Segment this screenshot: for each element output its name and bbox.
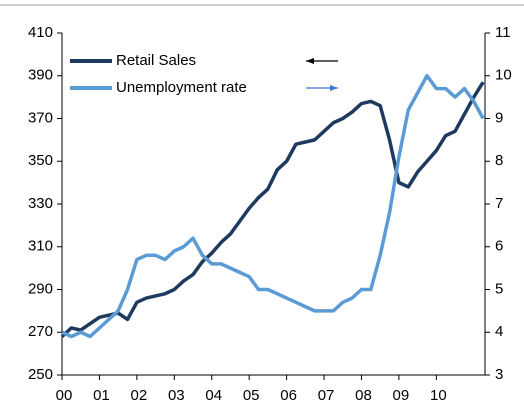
x-tick-label: 00 [56,387,73,404]
y-tick-label: 390 [28,67,53,84]
y-tick-label: 410 [28,24,53,41]
y2-tick-label: 3 [495,366,503,383]
legend-label: Retail Sales [116,52,196,69]
legend-label: Unemployment rate [116,79,247,96]
y-tick-label: 250 [28,366,53,383]
y-tick-label: 310 [28,238,53,255]
y2-tick-label: 8 [495,152,503,169]
y2-tick-label: 6 [495,238,503,255]
y-tick-label: 370 [28,109,53,126]
x-tick-label: 07 [318,387,335,404]
series-line [61,74,485,339]
y-tick-label: 330 [28,195,53,212]
legend-arrowhead [330,85,338,91]
x-tick-label: 09 [393,387,410,404]
x-tick-label: 05 [243,387,260,404]
legend-arrowhead [306,58,314,64]
series-line [60,81,485,338]
x-tick-label: 10 [430,387,447,404]
x-tick-label: 06 [280,387,297,404]
x-tick-label: 02 [131,387,148,404]
x-tick-label: 01 [93,387,110,404]
y2-tick-label: 5 [495,280,503,297]
y-tick-label: 270 [28,323,53,340]
y2-tick-label: 4 [495,323,503,340]
x-tick-label: 03 [168,387,185,404]
x-tick-label: 08 [355,387,372,404]
x-tick-label: 04 [205,387,222,404]
y2-tick-label: 11 [495,24,511,41]
y-tick-label: 290 [28,280,53,297]
y2-tick-label: 10 [495,67,512,84]
y-tick-label: 350 [28,152,53,169]
y2-tick-label: 7 [495,195,503,212]
y2-tick-label: 9 [495,109,503,126]
legend: Retail Sales Unemployment rate [70,52,338,96]
